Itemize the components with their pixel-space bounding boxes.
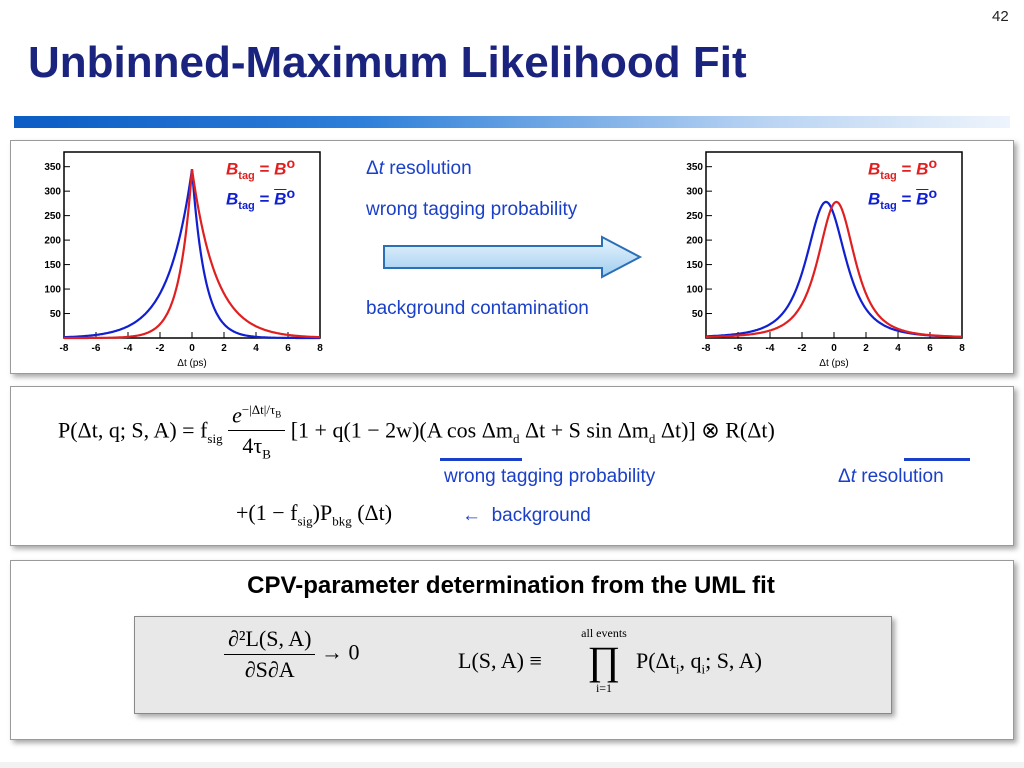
footer-strip [0,762,1024,768]
left-x-tick-label: 6 [285,343,291,354]
right-y-tick-label: 250 [686,211,703,222]
right-y-tick-label: 300 [686,187,703,198]
right-arrow-icon [383,235,643,279]
likelihood-definition: L(S, A) ≡ [458,648,542,673]
formula-label-background: ← background [462,505,591,526]
derivative-condition: ∂²L(S, A) ∂S∂A → 0 [224,626,359,683]
exp-fraction: e−|Δt|/τB 4τB [228,402,286,463]
right-x-tick-label: 6 [927,343,933,354]
legend-left-btag-b0: Btag = Bo [226,156,296,183]
left-y-tick-label: 250 [44,211,61,222]
formula-label-mistag: wrong tagging probability [444,466,656,487]
right-dt-plot: 350 300 250 200 150 100 50 -8 -6 -4 -2 0 2 4 6 8 Δt (p… [686,151,965,369]
left-x-axis-label: Δt (ps) [177,358,206,369]
left-y-tick-label: 200 [44,236,61,247]
left-y-tick-label: 150 [44,260,61,271]
right-x-axis-label: Δt (ps) [819,358,848,369]
right-x-tick-label: -8 [702,343,711,354]
right-x-tick-label: -2 [798,343,807,354]
left-b0-curve [64,168,320,340]
right-y-tick-label: 100 [686,285,703,296]
right-y-tick-label: 150 [686,260,703,271]
left-y-tick-label: 350 [44,162,61,173]
formula-label-resolution: Δt resolution [838,466,944,487]
effect-background: background contamination [366,298,589,319]
right-y-tick-label: 350 [686,162,703,173]
mistag-underline [440,458,522,461]
right-x-tick-label: -4 [766,343,775,354]
right-y-tick-label: 50 [692,309,704,320]
slide-title: Unbinned-Maximum Likelihood Fit [28,38,747,87]
left-y-tick-label: 300 [44,187,61,198]
pdf-formula-line1: P(Δt, q; S, A) = fsig e−|Δt|/τB 4τB [1 +… [58,402,775,463]
right-x-tick-label: -6 [734,343,743,354]
slide-number: 42 [992,8,1009,25]
formula-panel [10,386,1014,546]
left-arrow-icon: ← [462,505,481,526]
likelihood-product-term: P(Δti, qi; S, A) [636,648,762,677]
legend-right-btag-b0bar: Btag = Bo [868,186,938,213]
right-x-tick-label: 4 [895,343,901,354]
effect-dt-resolution: Δt resolution [366,158,472,179]
left-dt-plot: 350 300 250 200 150 100 50 -8 -6 -4 -2 0 2 4 6 8 Δt (p… [44,151,323,369]
pdf-formula-line2: +(1 − fsig)Pbkg (Δt) [236,500,393,529]
left-y-tick-label: 50 [50,309,62,320]
left-x-tick-label: 0 [189,343,195,354]
right-y-tick-label: 200 [686,236,703,247]
left-y-tick-label: 100 [44,285,61,296]
likelihood-box [134,616,892,714]
legend-left-btag-b0bar: Btag = Bo [226,186,296,213]
legend-right-btag-b0: Btag = Bo [868,156,938,183]
left-x-tick-label: -4 [124,343,133,354]
product-operator: all events ∏ i=1 [581,626,627,695]
right-x-tick-label: 0 [831,343,837,354]
left-x-tick-label: 2 [221,343,227,354]
right-x-tick-label: 2 [863,343,869,354]
left-x-tick-label: -2 [156,343,165,354]
left-x-tick-label: 4 [253,343,259,354]
left-x-tick-label: -8 [60,343,69,354]
right-x-tick-label: 8 [959,343,965,354]
resolution-underline [904,458,970,461]
title-underline-bar [14,116,1010,128]
left-x-tick-label: -6 [92,343,101,354]
right-b0-curve [706,200,962,338]
cpv-title: CPV-parameter determination from the UML… [247,572,775,599]
effect-wrong-tagging: wrong tagging probability [366,199,578,220]
left-x-tick-label: 8 [317,343,323,354]
